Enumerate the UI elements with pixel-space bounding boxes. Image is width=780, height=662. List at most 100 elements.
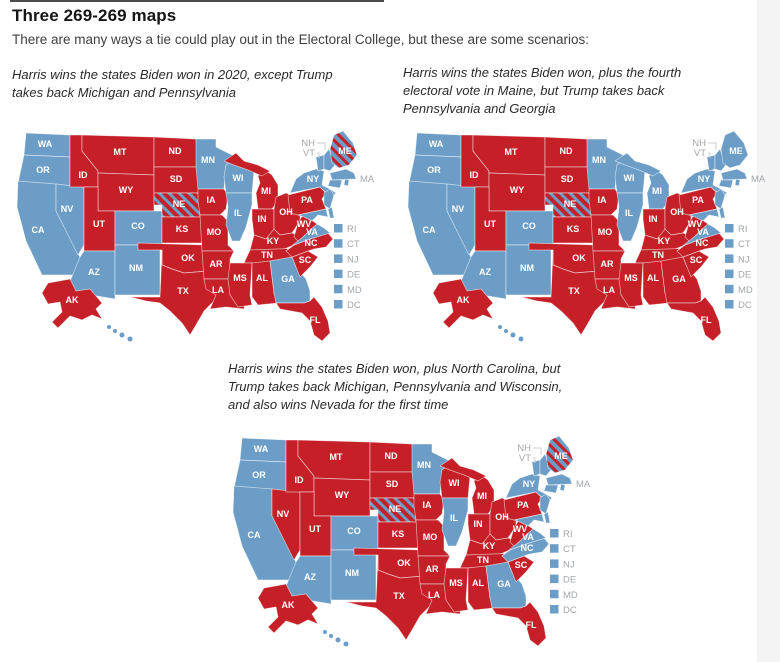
state-il[interactable] bbox=[441, 497, 469, 547]
state-me[interactable] bbox=[545, 435, 574, 474]
state-mi-upper[interactable] bbox=[614, 152, 662, 177]
legend-label-dc: DC bbox=[563, 605, 577, 616]
state-ct[interactable] bbox=[543, 484, 559, 494]
state-md[interactable] bbox=[688, 208, 720, 222]
state-vt[interactable] bbox=[531, 459, 541, 477]
state-hi[interactable] bbox=[498, 325, 502, 329]
state-fl[interactable] bbox=[491, 601, 547, 647]
state-label-id: ID bbox=[295, 475, 305, 485]
state-tx[interactable] bbox=[345, 554, 435, 641]
state-ri[interactable] bbox=[734, 178, 741, 187]
state-label-id: ID bbox=[470, 170, 480, 180]
state-ma[interactable] bbox=[329, 168, 357, 181]
state-label-fl: FL bbox=[701, 315, 712, 325]
legend-swatch-dc bbox=[725, 300, 734, 309]
legend-label-nj: NJ bbox=[738, 254, 750, 265]
state-ct[interactable] bbox=[327, 179, 343, 189]
callout-line-nh bbox=[317, 142, 326, 150]
state-label-ar: AR bbox=[210, 259, 223, 269]
state-label-wv: WV bbox=[297, 219, 312, 229]
legend-swatch-ri bbox=[550, 529, 559, 538]
state-tx[interactable] bbox=[129, 249, 219, 336]
state-label-pa: PA bbox=[301, 195, 313, 205]
state-hi[interactable] bbox=[329, 634, 333, 638]
state-il[interactable] bbox=[616, 192, 644, 242]
state-nj[interactable] bbox=[323, 188, 335, 210]
state-de[interactable] bbox=[543, 511, 551, 524]
state-de[interactable] bbox=[327, 206, 335, 219]
state-label-ny: NY bbox=[698, 174, 711, 184]
state-de[interactable] bbox=[718, 206, 726, 219]
state-label-or: OR bbox=[252, 470, 266, 480]
state-hi[interactable] bbox=[343, 641, 349, 647]
state-label-az: AZ bbox=[479, 267, 491, 277]
state-md[interactable] bbox=[297, 208, 329, 222]
state-label-ms: MS bbox=[624, 273, 638, 283]
state-fl[interactable] bbox=[275, 296, 331, 342]
state-ri[interactable] bbox=[559, 483, 566, 492]
state-ia[interactable] bbox=[197, 188, 229, 216]
callout-label-nh: NH bbox=[301, 138, 315, 149]
state-ny[interactable] bbox=[505, 473, 553, 503]
state-ak[interactable] bbox=[432, 278, 494, 329]
map-caption-3: Harris wins the states Biden won, plus N… bbox=[228, 361, 563, 413]
state-ak[interactable] bbox=[41, 278, 103, 329]
state-tx[interactable] bbox=[520, 249, 610, 336]
legend-swatch-ct bbox=[334, 239, 343, 248]
state-hi[interactable] bbox=[119, 332, 125, 338]
state-label-az: AZ bbox=[88, 267, 100, 277]
state-il[interactable] bbox=[225, 192, 253, 242]
legend-swatch-ri bbox=[334, 224, 343, 233]
state-nj[interactable] bbox=[714, 188, 726, 210]
callout-line-nh bbox=[708, 142, 717, 150]
state-vt[interactable] bbox=[315, 154, 325, 172]
state-label-oh: OH bbox=[495, 512, 509, 522]
state-ma[interactable] bbox=[545, 473, 573, 486]
map-caption-2: Harris wins the states Biden won, plus t… bbox=[403, 65, 682, 117]
state-label-oh: OH bbox=[279, 207, 293, 217]
state-label-wv: WV bbox=[513, 524, 528, 534]
state-ri[interactable] bbox=[343, 178, 350, 187]
state-label-ks: KS bbox=[567, 224, 580, 234]
state-me[interactable] bbox=[720, 130, 749, 169]
state-label-ut: UT bbox=[93, 219, 105, 229]
state-label-tn: TN bbox=[652, 250, 664, 260]
legend-item-dc: DC bbox=[725, 300, 752, 311]
state-ak[interactable] bbox=[257, 583, 319, 634]
state-hi[interactable] bbox=[107, 325, 111, 329]
state-ia[interactable] bbox=[413, 493, 445, 521]
state-label-nd: ND bbox=[560, 146, 573, 156]
state-label-ca: CA bbox=[32, 225, 45, 235]
state-hi[interactable] bbox=[127, 336, 133, 342]
state-label-va: VA bbox=[522, 532, 534, 542]
state-label-nm: NM bbox=[520, 263, 534, 273]
state-ny[interactable] bbox=[680, 168, 728, 198]
state-hi[interactable] bbox=[510, 332, 516, 338]
state-label-mi: MI bbox=[477, 491, 487, 501]
state-hi[interactable] bbox=[323, 630, 327, 634]
state-label-me: ME bbox=[729, 146, 743, 156]
legend-label-dc: DC bbox=[738, 300, 752, 311]
state-me[interactable] bbox=[329, 130, 358, 169]
state-ct[interactable] bbox=[718, 179, 734, 189]
state-hi[interactable] bbox=[335, 637, 341, 643]
state-hi[interactable] bbox=[518, 336, 524, 342]
state-hi[interactable] bbox=[113, 329, 117, 333]
state-md[interactable] bbox=[513, 513, 545, 527]
state-label-fl: FL bbox=[526, 620, 537, 630]
callout-label-nh: NH bbox=[517, 443, 531, 454]
state-fl[interactable] bbox=[666, 296, 722, 342]
state-label-la: LA bbox=[603, 285, 615, 295]
state-label-nv: NV bbox=[61, 204, 74, 214]
state-vt[interactable] bbox=[706, 154, 716, 172]
state-ny[interactable] bbox=[289, 168, 337, 198]
state-ma[interactable] bbox=[720, 168, 748, 181]
state-label-il: IL bbox=[450, 513, 459, 523]
state-ia[interactable] bbox=[588, 188, 620, 216]
state-mi-upper[interactable] bbox=[223, 152, 271, 177]
state-label-al: AL bbox=[472, 578, 484, 588]
state-mi-upper[interactable] bbox=[439, 457, 487, 482]
state-hi[interactable] bbox=[504, 329, 508, 333]
state-label-ks: KS bbox=[176, 224, 189, 234]
state-nj[interactable] bbox=[539, 493, 551, 515]
